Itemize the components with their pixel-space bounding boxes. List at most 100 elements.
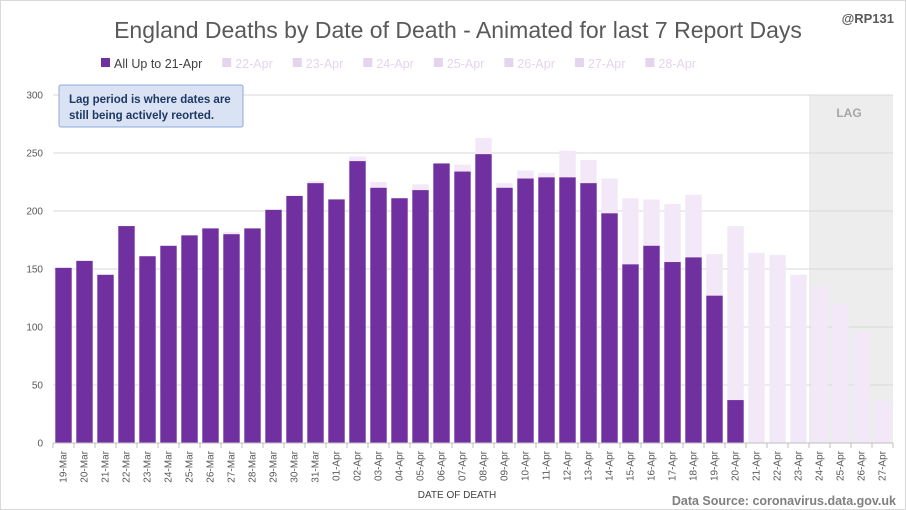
bar-up-to-21-apr [664,262,681,443]
bar-up-to-21-apr [139,256,156,443]
legend-label: 27-Apr [588,57,626,71]
bar-up-to-21-apr [538,177,555,444]
bar-up-to-21-apr [559,177,576,444]
x-tick-label: 18-Apr [689,450,700,481]
bar-up-to-21-apr [181,235,198,443]
x-tick-label: 27-Apr [878,450,889,481]
legend-label: 26-Apr [517,57,555,71]
bar-up-to-21-apr [727,400,744,443]
x-tick-label: 03-Apr [374,450,385,481]
bar-up-to-21-apr [307,183,324,443]
x-tick-label: 01-Apr [332,450,343,481]
axes [52,442,894,448]
bar-up-to-21-apr [643,245,660,443]
legend-label: 24-Apr [376,57,414,71]
legend: All Up to 21-Apr 22-Apr 23-Apr 24-Apr 25-Apr… [101,57,696,71]
bar-up-to-21-apr [76,260,93,443]
bar-up-to-21-apr [517,178,534,443]
x-tick-label: 22-Mar [122,450,133,482]
bar-reported-later [748,252,765,443]
annotation-background [58,84,244,128]
y-tick-label: 50 [32,381,44,392]
x-tick-label: 24-Mar [164,450,175,482]
bar-up-to-21-apr [412,190,429,443]
x-tick-label: 04-Apr [395,450,406,481]
data-source: Data Source: coronavirus.data.gov.uk [672,494,896,508]
bar-reported-later [832,303,849,443]
bar-up-to-21-apr [97,274,114,443]
x-tick-label: 20-Apr [731,450,742,481]
bar-up-to-21-apr [328,199,345,443]
bar-up-to-21-apr [349,161,366,443]
x-tick-label: 20-Mar [80,450,91,482]
bar-up-to-21-apr [160,245,177,443]
legend-label: 25-Apr [447,57,485,71]
x-tick-label: 06-Apr [437,450,448,481]
y-tick-labels: 0 50 100 150 200 250 300 [26,91,43,450]
bar-up-to-21-apr [433,163,450,443]
bar-up-to-21-apr [118,226,135,443]
x-tick-label: 12-Apr [563,450,574,481]
bar-up-to-21-apr [244,228,261,443]
x-tick-label: 23-Mar [143,450,154,482]
x-tick-labels: 19-Mar 20-Mar 21-Mar 22-Mar 23-Mar 24-Mar 25-M… [59,450,889,482]
x-tick-label: 19-Mar [59,450,70,482]
legend-label: 22-Apr [235,57,273,71]
x-tick-label: 16-Apr [647,450,658,481]
x-tick-label: 28-Mar [248,450,259,482]
x-tick-label: 25-Mar [185,450,196,482]
x-tick-label: 21-Apr [752,450,763,481]
x-tick-label: 02-Apr [353,450,364,481]
x-tick-label: 17-Apr [668,450,679,481]
x-tick-label: 15-Apr [626,450,637,481]
legend-swatch [363,58,373,67]
x-tick-label: 31-Mar [311,450,322,482]
x-tick-label: 11-Apr [542,450,553,480]
x-tick-label: 23-Apr [794,450,805,481]
bar-up-to-21-apr [496,187,513,443]
bar-up-to-21-apr [601,213,618,443]
legend-swatch [292,58,302,67]
bar-reported-later [853,332,870,443]
bar-reported-later [874,401,891,443]
annotation-box: Lag period is where dates are still bein… [58,84,244,128]
gridlines [53,94,893,386]
legend-swatch [433,58,443,67]
bar-up-to-21-apr [580,183,597,443]
bar-reported-later [769,255,786,443]
bar-up-to-21-apr [706,295,723,443]
bar-reported-later [790,274,807,443]
bar-up-to-21-apr [286,195,303,443]
bar-up-to-21-apr [223,234,240,443]
x-tick-label: 30-Mar [290,450,301,482]
bar-reported-later [727,226,744,443]
bar-up-to-21-apr [202,228,219,443]
bar-up-to-21-apr [391,198,408,443]
x-tick-label: 09-Apr [500,450,511,481]
legend-swatch [101,58,110,67]
x-tick-label: 25-Apr [836,450,847,481]
bar-up-to-21-apr [265,209,282,443]
legend-label: 23-Apr [306,57,344,71]
x-tick-label: 07-Apr [458,450,469,481]
lag-label: LAG [836,106,861,120]
bar-up-to-21-apr [55,267,72,443]
x-tick-label: 10-Apr [521,450,532,481]
legend-swatch [574,58,584,67]
x-tick-label: 08-Apr [479,450,490,481]
legend-swatch [645,58,655,67]
annotation-line-1: Lag period is where dates are [69,94,231,106]
bar-up-to-21-apr [475,154,492,443]
x-tick-label: 21-Mar [101,450,112,482]
x-tick-label: 22-Apr [773,450,784,481]
bar-reported-later [811,286,828,443]
y-tick-label: 250 [26,149,43,160]
author-handle: @RP131 [842,11,894,26]
x-tick-label: 24-Apr [815,450,826,481]
y-tick-label: 200 [26,207,43,218]
legend-swatch [504,58,514,67]
y-tick-label: 150 [26,265,43,276]
legend-label: All Up to 21-Apr [114,57,202,71]
